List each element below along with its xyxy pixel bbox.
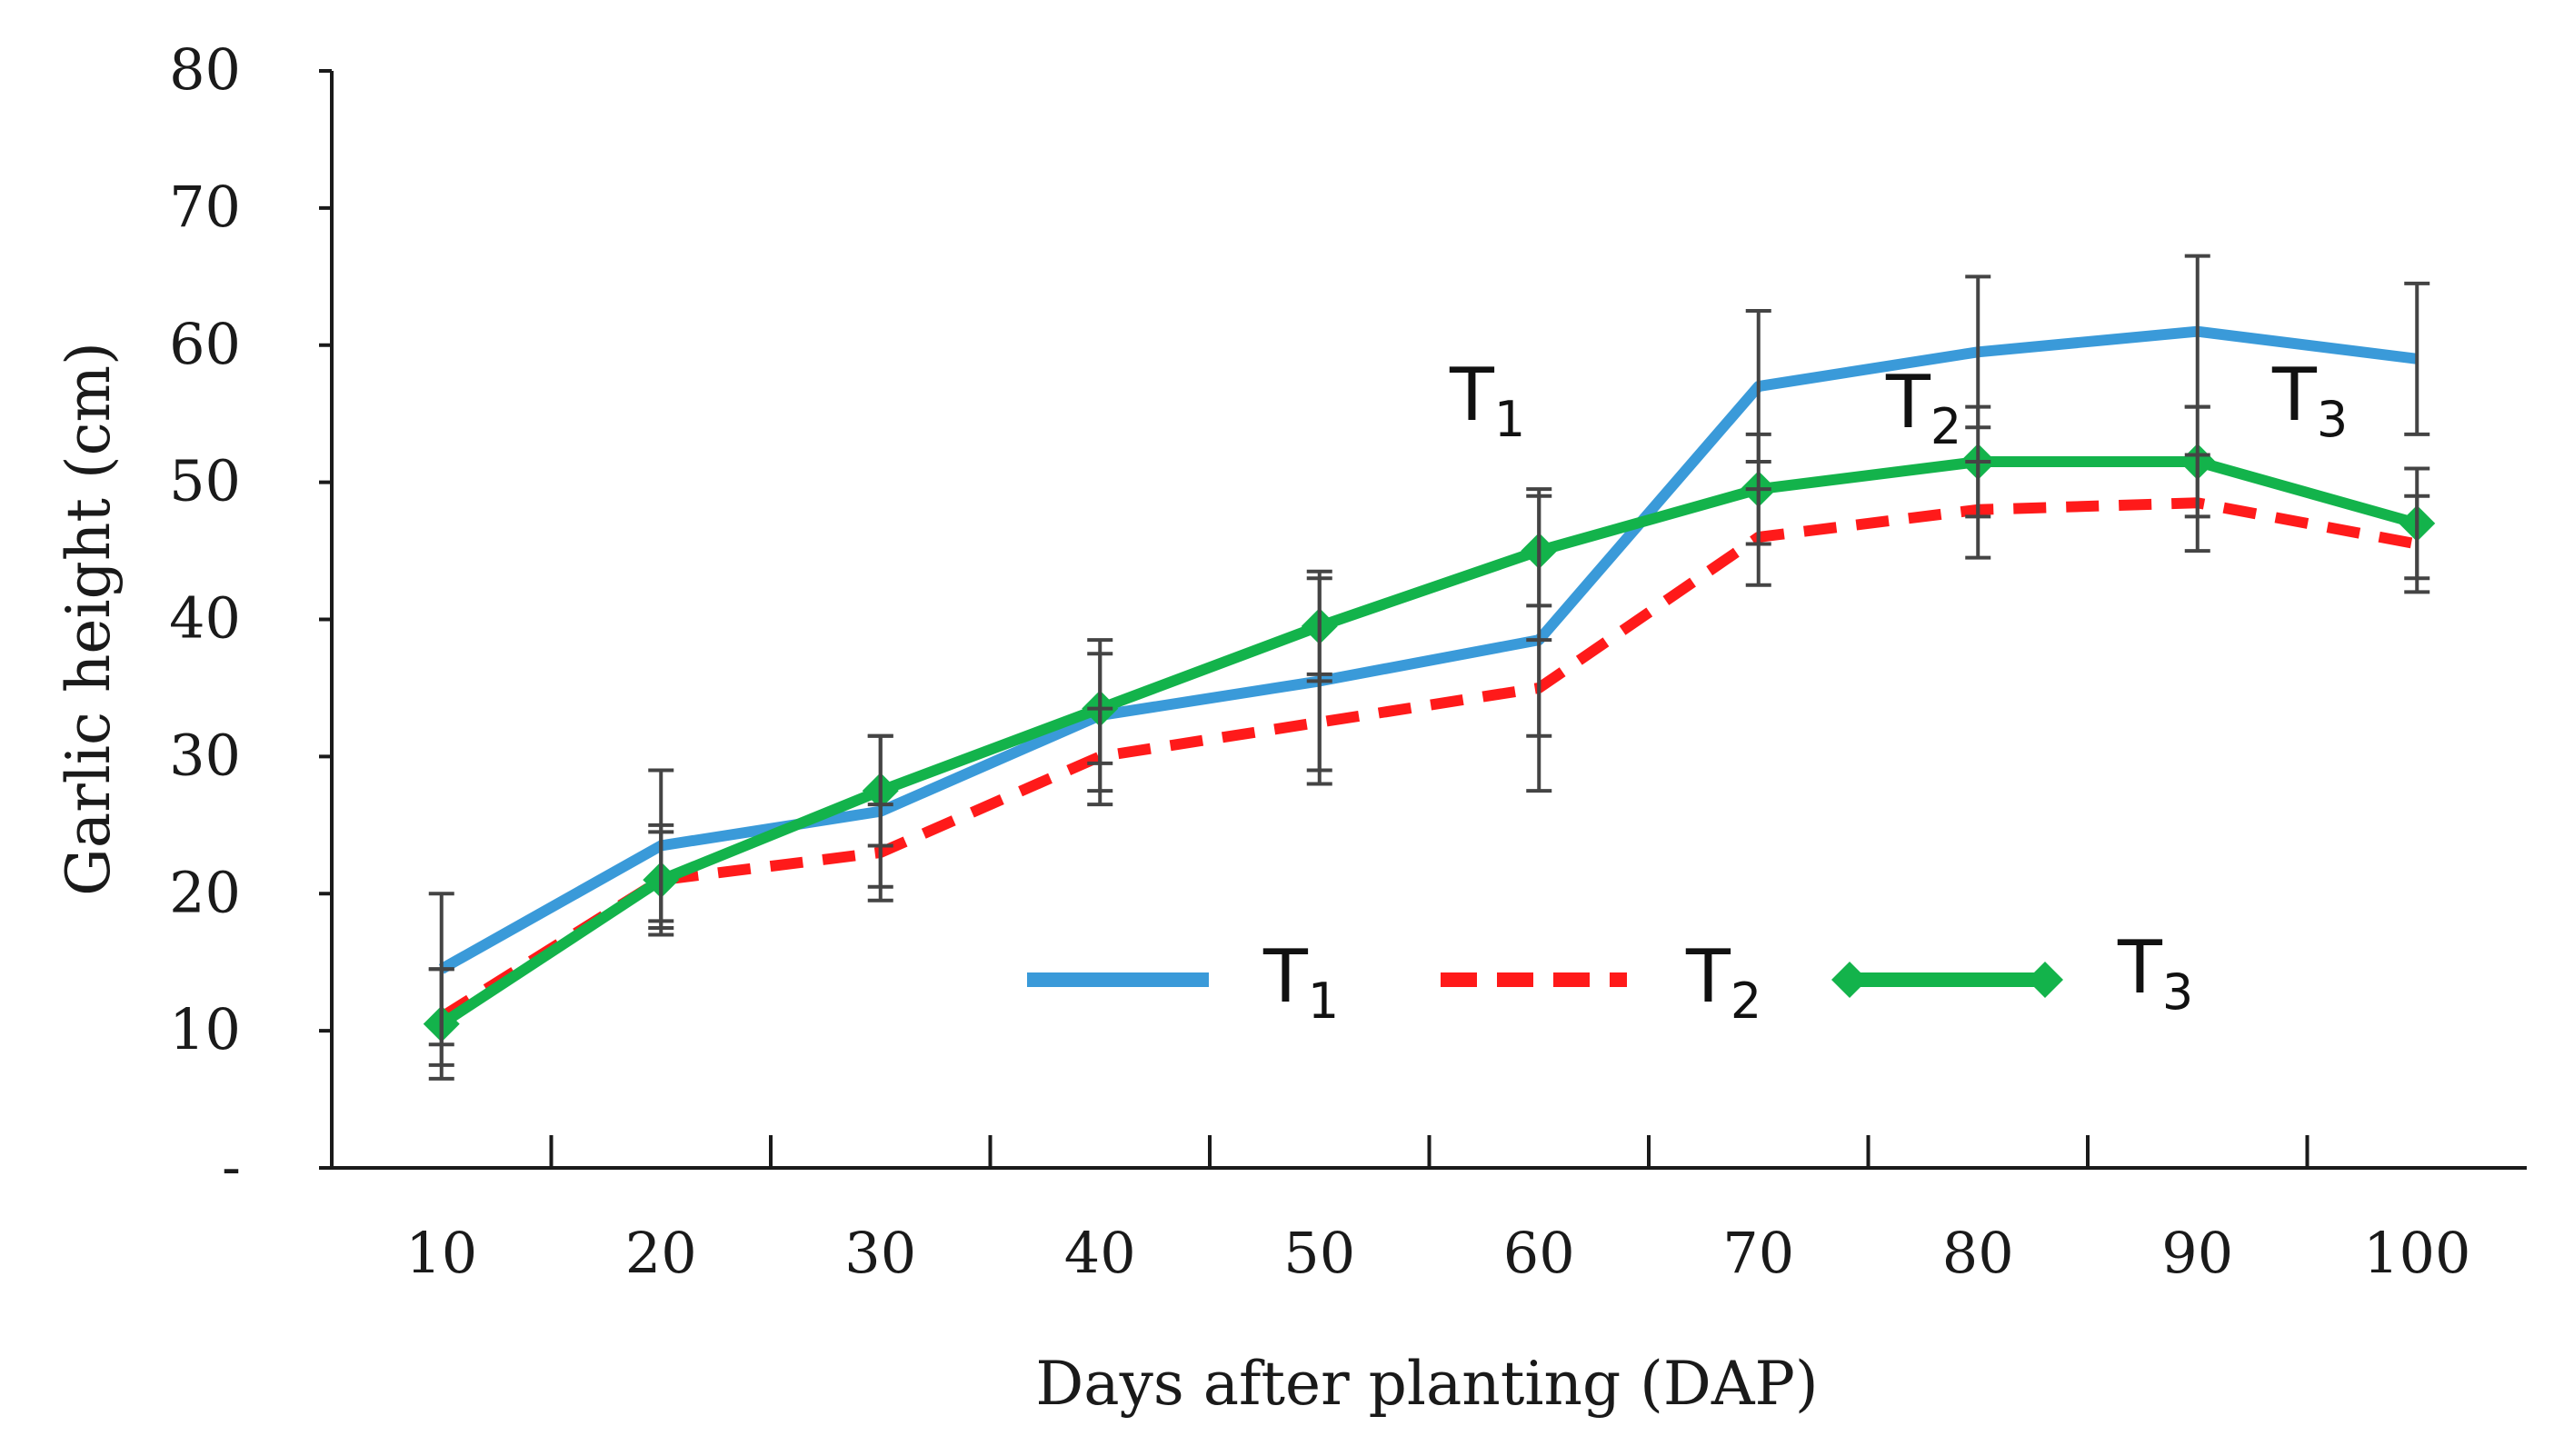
- legend-marker-t3-right: [2027, 962, 2063, 998]
- axes: [330, 71, 2527, 1170]
- y-tick-label: 20: [169, 859, 241, 925]
- y-tick-label: -: [222, 1133, 241, 1200]
- error-bar-t3: [1745, 432, 1771, 546]
- y-tick-label: 80: [169, 36, 241, 103]
- y-tick-label: 70: [169, 174, 241, 240]
- y-axis-title: Garlic height (cm): [54, 342, 124, 896]
- series-line-t3: [438, 455, 2419, 1029]
- x-tick-label: 70: [1722, 1220, 1794, 1286]
- legend-label-t2: T2: [1685, 934, 1761, 1030]
- error-bar-t3: [867, 733, 893, 848]
- error-bar-t3: [648, 823, 674, 937]
- error-bar-t3: [1965, 404, 1991, 519]
- y-tick-label: 60: [169, 311, 241, 377]
- series-label-t2: T2: [1885, 360, 1961, 455]
- error-bar-t3: [1306, 569, 1332, 683]
- y-ticks: - 10 20 30 40 50 60 70 80: [169, 36, 332, 1200]
- legend-marker-t3-left: [1831, 962, 1868, 998]
- error-bar-t3: [1526, 494, 1552, 608]
- y-tick-label: 50: [169, 448, 241, 514]
- x-tick-label: 30: [844, 1220, 916, 1286]
- y-tick-label: 30: [169, 722, 241, 788]
- y-tick-label: 40: [169, 585, 241, 652]
- error-bar-t3: [1087, 652, 1113, 765]
- x-tick-label: 40: [1064, 1220, 1136, 1286]
- x-tick-label: 10: [405, 1220, 477, 1286]
- x-tick-label: 100: [2363, 1220, 2470, 1286]
- series-line-t1: [438, 325, 2418, 974]
- legend: T1 T2 T3: [1027, 925, 2193, 1030]
- error-bars: [428, 254, 2430, 1081]
- x-tick-label: 50: [1283, 1220, 1355, 1286]
- series-labels: T1 T2 T3: [1449, 353, 2348, 455]
- legend-label-t3: T3: [2117, 925, 2193, 1021]
- x-axis-title: Days after planting (DAP): [1035, 1349, 1818, 1419]
- x-tick-label: 20: [625, 1220, 697, 1286]
- x-tick-label: 60: [1503, 1220, 1575, 1286]
- x-ticks: 10 20 30 40 50 60 70 80 90 100: [405, 1135, 2470, 1286]
- error-bar-t3: [428, 967, 454, 1081]
- error-bar-t3: [2404, 466, 2430, 581]
- x-tick-label: 90: [2161, 1220, 2233, 1286]
- series-label-t3: T3: [2271, 353, 2348, 448]
- series-label-t1: T1: [1449, 353, 1525, 448]
- y-tick-label: 10: [169, 996, 241, 1062]
- x-tick-label: 80: [1942, 1220, 2014, 1286]
- legend-label-t1: T1: [1262, 934, 1339, 1030]
- error-bar-t3: [2184, 404, 2210, 519]
- error-bar-t1: [2404, 281, 2430, 436]
- series-line-t2: [438, 497, 2419, 1022]
